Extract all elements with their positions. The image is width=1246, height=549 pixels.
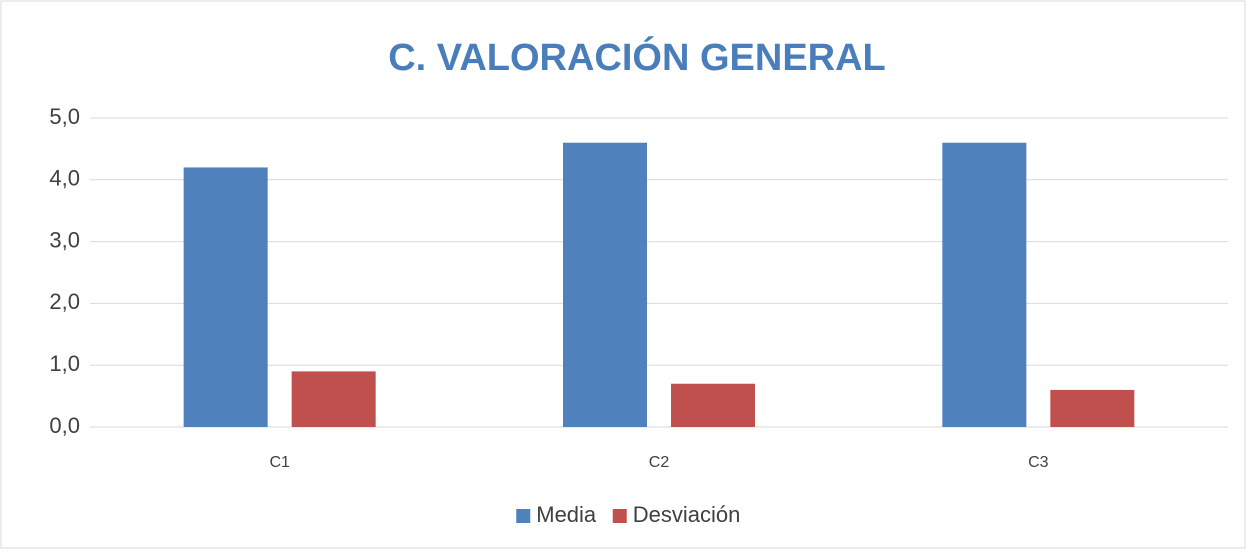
y-tick-label: 5,0 (49, 104, 80, 129)
bar (563, 142, 647, 427)
chart-title: C. VALORACIÓN GENERAL (388, 35, 886, 79)
bar (183, 167, 268, 427)
bar (942, 142, 1027, 427)
y-tick-label: 1,0 (49, 351, 80, 376)
x-tick-label: C1 (269, 454, 290, 471)
legend-swatch (516, 509, 531, 523)
y-tick-label: 2,0 (49, 289, 80, 314)
x-tick-label: C3 (1028, 454, 1049, 471)
y-tick-label: 3,0 (49, 227, 80, 252)
bar (291, 371, 376, 427)
x-tick-label: C2 (649, 454, 670, 471)
legend-label: Desviación (633, 502, 741, 527)
bar (671, 383, 755, 427)
y-tick-label: 4,0 (49, 166, 80, 191)
bar (1050, 389, 1135, 427)
legend-label: Media (536, 502, 597, 527)
legend-swatch (612, 509, 627, 523)
y-tick-label: 0,0 (49, 413, 80, 438)
